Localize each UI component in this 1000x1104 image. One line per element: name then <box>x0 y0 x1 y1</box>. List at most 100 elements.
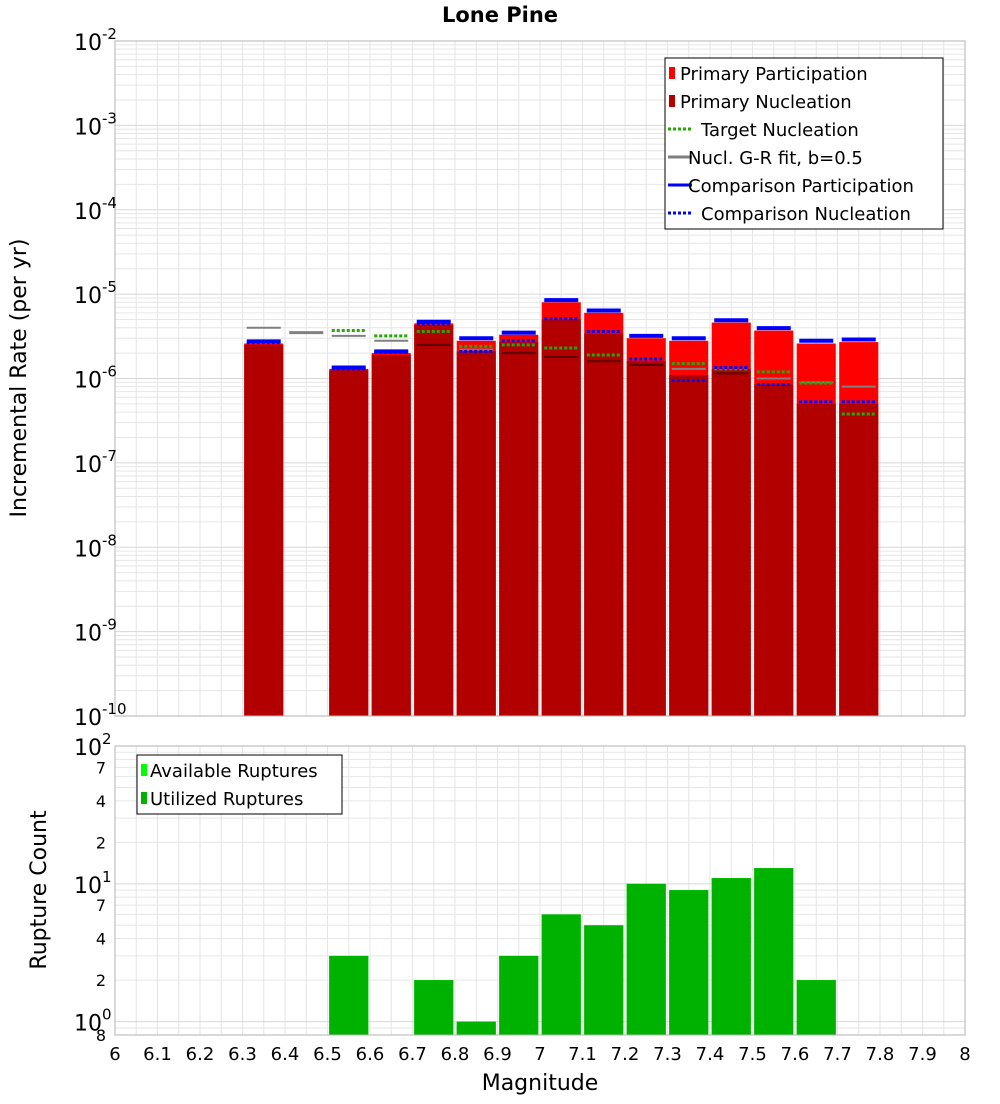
plot-frame <box>114 745 966 1036</box>
bar-primary-nucleation <box>626 361 666 716</box>
y-tick-base: 10 <box>74 369 102 394</box>
y-tick-label: 100 <box>74 1006 112 1037</box>
bar-utilized-ruptures <box>711 878 751 1035</box>
y-tick-exponent: -8 <box>102 531 117 549</box>
y-tick-exponent: -9 <box>102 616 117 634</box>
legend-swatch <box>141 792 147 804</box>
y-tick-label: 7 <box>96 758 106 777</box>
chart-title: Lone Pine <box>442 3 558 27</box>
x-tick-label: 7.4 <box>696 1044 725 1065</box>
y-axis-label-top: Incremental Rate (per yr) <box>7 239 32 518</box>
y-tick-label: 10-2 <box>74 25 117 56</box>
y-tick-base: 10 <box>74 706 102 731</box>
bar-primary-nucleation <box>754 384 794 716</box>
bar-primary-nucleation <box>584 333 624 716</box>
legend-top <box>664 57 944 230</box>
y-tick-base: 10 <box>74 31 102 56</box>
y-tick-label: 10-5 <box>74 278 117 309</box>
y-tick-label: 7 <box>96 896 106 915</box>
y-tick-base: 10 <box>74 453 102 478</box>
y-tick-base: 10 <box>74 736 102 761</box>
legend-swatch <box>669 95 675 107</box>
bar-utilized-ruptures <box>329 955 369 1035</box>
x-tick-label: 6 <box>109 1044 120 1065</box>
plot-frame <box>114 40 966 717</box>
y-tick-base: 10 <box>74 622 102 647</box>
y-tick-base: 10 <box>74 200 102 225</box>
y-tick-label: 10-8 <box>74 531 117 562</box>
y-tick-exponent: 1 <box>102 868 112 886</box>
y-tick-base: 10 <box>74 1012 102 1037</box>
y-axis-label-bottom: Rupture Count <box>27 810 52 970</box>
x-tick-label: 7 <box>534 1044 545 1065</box>
bar-primary-nucleation <box>839 403 879 716</box>
y-tick-label: 10-4 <box>74 194 117 225</box>
y-tick-exponent: -2 <box>102 25 117 43</box>
bar-primary-nucleation <box>371 354 411 716</box>
x-tick-label: 7.9 <box>908 1044 937 1065</box>
top-plot: 10-1010-910-810-710-610-510-410-310-2Pri… <box>74 25 966 731</box>
x-tick-label: 6.9 <box>483 1044 512 1065</box>
legend-label: Available Ruptures <box>150 761 318 782</box>
x-tick-label: 6.1 <box>143 1044 172 1065</box>
y-tick-label: 8 <box>96 1026 106 1045</box>
bar-primary-nucleation <box>329 370 369 716</box>
y-tick-label: 10-7 <box>74 447 117 478</box>
bar-primary-nucleation <box>711 368 751 716</box>
bar-primary-nucleation <box>541 319 581 716</box>
bar-utilized-ruptures <box>541 914 581 1035</box>
y-tick-label: 102 <box>74 730 112 761</box>
y-tick-base: 10 <box>74 874 102 899</box>
bar-utilized-ruptures <box>584 925 624 1035</box>
legend-swatch <box>669 67 675 79</box>
legend-label: Primary Nucleation <box>680 92 852 113</box>
y-tick-exponent: -5 <box>102 278 117 296</box>
y-tick-label: 10-3 <box>74 109 117 140</box>
y-tick-exponent: -10 <box>102 700 127 718</box>
bar-primary-nucleation <box>796 403 836 716</box>
legend-swatch <box>141 764 147 776</box>
bar-primary-nucleation <box>499 342 539 716</box>
y-tick-exponent: -6 <box>102 363 117 381</box>
x-tick-label: 7.8 <box>866 1044 895 1065</box>
legend-bottom <box>136 754 343 815</box>
y-tick-label: 10-10 <box>74 700 127 731</box>
y-tick-exponent: 2 <box>102 730 112 748</box>
legend-label: Comparison Participation <box>688 176 914 197</box>
y-tick-exponent: -7 <box>102 447 117 465</box>
bar-utilized-ruptures <box>456 1021 496 1035</box>
y-tick-label: 101 <box>74 868 112 899</box>
y-tick-label: 4 <box>96 792 106 811</box>
y-tick-label: 10-9 <box>74 616 117 647</box>
x-tick-label: 7.5 <box>738 1044 767 1065</box>
bar-primary-nucleation <box>456 351 496 716</box>
x-tick-label: 6.5 <box>313 1044 342 1065</box>
y-tick-label: 2 <box>96 971 106 990</box>
bar-primary-nucleation <box>669 375 709 716</box>
x-tick-label: 6.4 <box>271 1044 300 1065</box>
legend-label: Utilized Ruptures <box>150 789 303 810</box>
y-tick-exponent: 0 <box>102 1006 112 1024</box>
x-axis-label: Magnitude <box>482 1071 599 1096</box>
y-tick-label: 4 <box>96 930 106 949</box>
legend-label: Primary Participation <box>680 64 868 85</box>
y-tick-base: 10 <box>74 115 102 140</box>
x-tick-label: 6.8 <box>441 1044 470 1065</box>
x-tick-label: 7.2 <box>611 1044 640 1065</box>
bar-primary-nucleation <box>414 325 454 716</box>
y-tick-exponent: -4 <box>102 194 117 212</box>
y-tick-base: 10 <box>74 537 102 562</box>
y-tick-base: 10 <box>74 284 102 309</box>
x-tick-label: 6.2 <box>186 1044 215 1065</box>
y-tick-exponent: -3 <box>102 109 117 127</box>
x-tick-label: 6.7 <box>398 1044 427 1065</box>
x-tick-label: 7.3 <box>653 1044 682 1065</box>
bar-utilized-ruptures <box>499 955 539 1035</box>
x-tick-label: 7.7 <box>823 1044 852 1065</box>
legend-label: Comparison Nucleation <box>701 204 911 225</box>
bar-utilized-ruptures <box>414 980 454 1035</box>
x-tick-label: 6.6 <box>356 1044 385 1065</box>
